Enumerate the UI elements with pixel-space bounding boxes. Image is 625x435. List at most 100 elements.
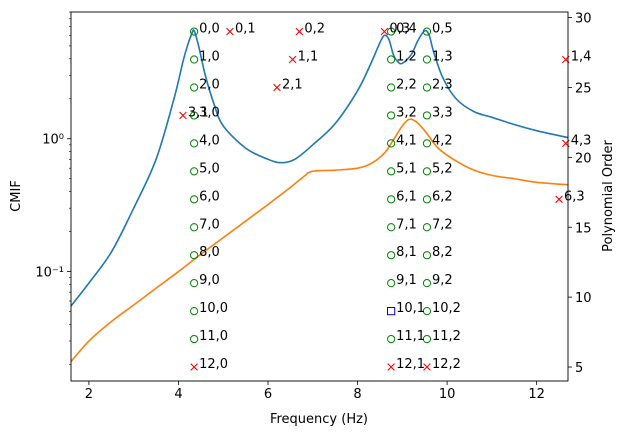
pole-label: 2,1 [282,77,303,92]
stable-pole-marker [190,334,199,344]
unstable-pole-marker [273,83,281,92]
stable-pole-marker [387,139,396,148]
pole-label: 9,2 [432,273,453,288]
x-tick-label: 12 [528,387,545,402]
stable-pole-marker [387,279,396,288]
pole-label: 4,2 [432,133,453,148]
x-axis-label: Frequency (Hz) [270,412,368,427]
pole-label: 0,5 [432,22,453,37]
pole-label: 10,2 [432,301,461,316]
stable-pole-marker [387,251,396,260]
pole-label: 6,2 [432,189,453,204]
pole-label: 5,2 [432,161,453,176]
unstable-pole-marker [423,363,431,371]
pole-label: 4,3 [571,133,592,148]
cmif-series-1-line [71,29,568,307]
stable-pole-marker [190,27,199,36]
stable-pole-marker [422,55,432,64]
pole-label: 3,2 [396,105,417,120]
pole-label: 0,3 [389,22,410,37]
pole-label: 9,1 [396,273,417,288]
stable-pole-marker [387,83,396,92]
stable-pole-marker [387,111,396,120]
stable-pole-marker [422,167,432,176]
stable-pole-marker [422,27,432,36]
pole-label: 10,0 [199,301,228,316]
x-tick-label: 4 [174,387,182,402]
x-tick-label: 8 [353,387,361,402]
stable-pole-marker [190,307,199,316]
stable-pole-marker [422,223,432,232]
stable-pole-marker [422,334,432,344]
pole-label: 4,0 [199,133,220,148]
pole-label: 8,2 [432,245,453,260]
pole-label: 12,0 [199,357,228,372]
y-right-tick-label: 10 [575,291,592,306]
stable-pole-marker [190,195,199,204]
cmif-series-2-line [71,118,568,363]
y-right-tick-label: 25 [575,81,592,96]
pole-label: 3,1 [188,105,209,120]
pole-label: 1,4 [571,50,592,65]
stable-pole-marker [422,307,432,316]
stable-pole-marker [190,167,199,176]
stable-pole-marker [190,55,199,64]
y-right-tick-label: 20 [575,151,592,166]
stable-pole-marker [190,139,199,148]
stable-pole-marker [422,139,432,148]
y-left-tick-label: 10⁻¹ [35,266,64,281]
pole-label: 4,1 [396,133,417,148]
pole-label: 7,0 [199,217,220,232]
unstable-pole-marker [179,111,187,120]
stable-pole-marker [387,195,396,204]
pole-label: 7,1 [396,217,417,232]
pole-label: 6,3 [564,189,585,204]
stable-pole-marker [422,111,432,120]
pole-label: 12,2 [432,357,461,372]
pole-label: 8,0 [199,245,220,260]
unstable-pole-marker [555,195,563,204]
pole-label: 0,4 [396,22,417,37]
pole-label: 0,2 [304,22,325,37]
pole-label: 1,1 [298,50,319,65]
y-axis-label-right: Polynomial Order [601,139,616,251]
plot-frame [70,11,569,382]
unstable-pole-marker [226,27,234,36]
unstable-pole-marker [288,55,297,64]
stable-pole-marker [422,195,432,204]
pole-label: 1,2 [396,50,417,65]
pole-label: 5,0 [199,161,220,176]
pole-label: 6,0 [199,189,220,204]
pole-label: 6,1 [396,189,417,204]
pole-label: 2,0 [199,77,220,92]
plot-area [71,12,568,381]
stable-pole-marker [190,83,199,92]
stable-pole-marker [190,251,199,260]
pole-label: 5,1 [396,161,417,176]
x-tick-label: 10 [439,387,456,402]
stable-pole-marker [422,251,432,260]
pole-label: 0,0 [199,22,220,37]
stable-pole-marker [387,334,396,344]
pole-label: 7,2 [432,217,453,232]
pole-label: 2,2 [396,77,417,92]
x-tick-label: 6 [264,387,272,402]
stable-pole-marker [422,83,432,92]
unstable-pole-marker [387,363,395,371]
stable-pole-marker [387,27,396,36]
y-right-tick-label: 30 [575,12,592,27]
pole-label: 0,1 [235,22,256,37]
pole-label: 1,3 [432,50,453,65]
stable-pole-marker [190,279,199,288]
unstable-pole-marker [380,27,389,36]
stable-pole-marker [387,223,396,232]
stable-pole-marker [190,223,199,232]
pole-label: 3,0 [199,105,220,120]
y-right-tick-label: 5 [575,361,583,376]
pole-label: 8,1 [396,245,417,260]
pole-label: 3,3 [432,105,453,120]
frequency-stable-pole-marker [387,307,396,316]
x-tick-label: 2 [85,387,93,402]
stable-pole-marker [190,111,199,120]
